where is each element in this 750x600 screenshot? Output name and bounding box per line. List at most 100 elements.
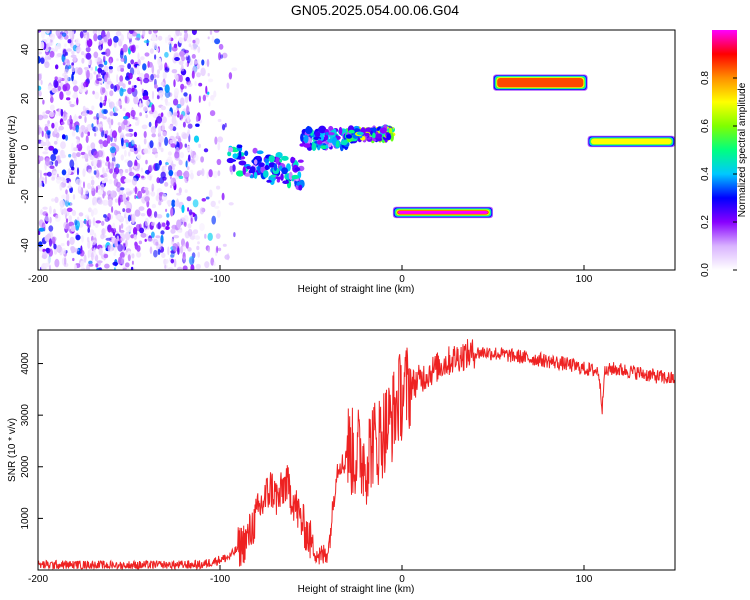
heatmap-cell [130,234,135,239]
heatmap-cell [165,258,169,264]
heatmap-cell [48,111,55,118]
heatmap-cell [130,59,135,65]
heatmap-cell [177,137,182,143]
heatmap-cell [204,261,210,269]
heatmap-cell [72,133,76,137]
heatmap-cell [48,225,54,232]
colorbar-label: Normalized spectral amplitude [737,82,748,217]
heatmap-cell [58,125,64,131]
heatmap-cell [158,90,165,96]
heatmap-cell [136,154,142,160]
heatmap-cell [63,58,70,64]
heatmap-cell [190,149,193,157]
heatmap-cell [104,74,108,83]
heatmap-cell [204,59,207,66]
heatmap-cell [176,103,182,109]
heatmap-cell [151,64,155,74]
heatmap-cell [164,51,169,58]
heatmap-cell [190,217,193,225]
heatmap-cell [103,109,108,115]
heatmap-cell [140,56,145,61]
heatmap-cell [118,197,121,206]
heatmap-cell [41,30,45,39]
heatmap-cell [38,156,44,162]
heatmap-cell [227,151,232,157]
heatmap-cell [127,63,131,70]
heatmap-cell [291,174,300,180]
heatmap-cell [187,82,193,87]
y-tick-label: -40 [20,238,31,253]
heatmap-cell [122,267,128,270]
heatmap-cell [160,112,164,118]
heatmap-cell [123,214,127,219]
heatmap-cell [109,111,114,117]
colorbar-tick-label: 0.8 [700,71,711,85]
heatmap-cell [111,130,118,139]
heatmap-cell [138,206,145,211]
heatmap-cell [60,243,65,247]
heatmap-cell [222,124,226,131]
heatmap-cell [169,139,174,144]
heatmap-cell [49,205,52,215]
heatmap-cell [38,73,42,81]
heatmap-cell [63,68,69,75]
heatmap-cell [55,111,59,117]
heatmap-cell [156,74,160,79]
heatmap-cell [167,246,170,256]
heatmap-cell [41,130,44,137]
heatmap-cell [91,239,97,246]
heatmap-frame [37,29,676,271]
heatmap-cell [199,207,205,215]
heatmap-cell [207,36,210,40]
heatmap-cell [101,87,106,94]
heatmap-cell [47,171,52,177]
heatmap-cell [107,37,113,47]
heatmap-cell [184,85,187,89]
colorbar-tick-label: 0.0 [700,263,711,277]
heatmap-cell [105,130,109,135]
heatmap-cell [136,251,142,258]
heatmap-cell [107,98,111,104]
heatmap-cell [133,131,138,137]
heatmap-cell [81,51,85,56]
heatmap-cell [135,116,138,121]
heatmap-cell [266,179,272,183]
heatmap-cell [67,118,70,126]
heatmap-cell [193,154,199,162]
heatmap-cell [174,175,179,180]
heatmap-cell [188,256,195,265]
heatmap-cell [183,256,186,264]
heatmap-cell [192,229,199,235]
heatmap-cell [55,64,59,70]
heatmap-cell [190,169,194,174]
heatmap-cell [112,171,117,179]
heatmap-cell [209,110,216,117]
heatmap-cell [218,200,221,204]
heatmap-cell [190,172,194,180]
heatmap-cell [179,151,185,159]
heatmap-cell [167,267,174,270]
heatmap-cell [160,171,166,179]
heatmap-cell [104,216,110,222]
heatmap-cell [181,55,185,62]
heatmap-cell [184,189,188,193]
heatmap-cell [56,53,63,57]
heatmap-cell [51,87,58,94]
heatmap-cell [178,187,182,194]
heatmap-cell [58,108,61,116]
heatmap-cell [139,227,145,234]
heatmap-cell [167,151,172,156]
heatmap-cell [53,243,57,250]
heatmap-cell [48,145,55,151]
heatmap-cell [59,183,63,191]
heatmap-cell [83,181,85,189]
heatmap-cell [134,186,138,195]
heatmap-cell [49,165,55,169]
heatmap-cell [135,30,142,34]
heatmap-cell [48,238,53,247]
heatmap-cell [83,254,87,263]
snr-panel: -200 -100 0 100 1000 2000 3000 4000 Height of … [7,329,676,595]
heatmap-cell [164,84,170,94]
heatmap-cell [168,165,173,172]
heatmap-cell [187,148,190,153]
